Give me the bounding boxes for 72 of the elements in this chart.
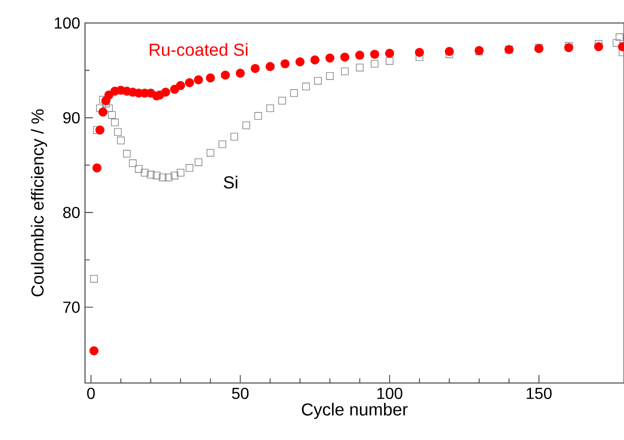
point xyxy=(92,163,102,172)
point xyxy=(152,172,160,180)
y-tick-label: 100 xyxy=(54,17,80,29)
point xyxy=(414,48,424,57)
y-tick-label: 70 xyxy=(63,302,80,313)
point xyxy=(176,80,186,90)
point xyxy=(105,104,113,112)
point xyxy=(612,39,620,47)
point xyxy=(194,75,204,84)
point xyxy=(266,104,274,112)
x-tick-label: 0 xyxy=(87,388,95,400)
point xyxy=(302,82,310,90)
point xyxy=(314,76,322,85)
point xyxy=(278,96,286,104)
point xyxy=(290,89,298,97)
point xyxy=(340,52,350,62)
point xyxy=(326,72,334,80)
point xyxy=(194,158,202,166)
point xyxy=(111,118,119,126)
point xyxy=(310,55,320,64)
point xyxy=(95,126,104,135)
point xyxy=(158,174,166,182)
point xyxy=(444,46,454,56)
point xyxy=(564,43,574,52)
point xyxy=(616,33,624,42)
point xyxy=(236,68,245,78)
point xyxy=(108,111,116,119)
point xyxy=(355,50,364,60)
point xyxy=(325,54,334,63)
point xyxy=(186,164,194,172)
point xyxy=(164,174,172,182)
point xyxy=(370,60,378,68)
point xyxy=(128,159,137,168)
y-axis-title: Coulombic efficiency / % xyxy=(30,109,48,296)
point xyxy=(184,78,194,88)
point xyxy=(206,73,215,82)
point xyxy=(134,165,143,173)
point xyxy=(206,148,214,157)
point xyxy=(161,88,170,97)
x-tick-label: 50 xyxy=(232,388,249,400)
point xyxy=(356,64,364,72)
point xyxy=(385,48,394,58)
y-tick-label: 80 xyxy=(63,206,80,218)
point xyxy=(295,57,305,66)
point xyxy=(280,59,290,68)
point xyxy=(250,64,260,74)
x-axis-title: Cycle number xyxy=(302,402,408,420)
point xyxy=(230,132,238,140)
point xyxy=(123,150,131,158)
point xyxy=(170,172,178,180)
point xyxy=(266,62,275,72)
series-label: Ru-coated Si xyxy=(150,43,248,56)
point xyxy=(254,112,262,120)
y-tick-label: 90 xyxy=(63,112,80,124)
point xyxy=(90,274,98,283)
point xyxy=(146,170,154,178)
x-tick-label: 100 xyxy=(377,388,402,400)
point xyxy=(370,50,380,59)
point xyxy=(386,57,394,65)
point xyxy=(220,70,230,80)
point xyxy=(242,122,250,130)
x-tick-label: 150 xyxy=(526,388,552,400)
point xyxy=(176,168,184,176)
point xyxy=(98,108,108,117)
series-label: Si xyxy=(224,176,238,189)
point xyxy=(114,128,122,136)
point xyxy=(341,68,349,76)
point xyxy=(140,168,149,176)
point xyxy=(594,42,604,52)
point xyxy=(218,140,226,148)
point xyxy=(89,346,98,356)
point xyxy=(117,136,125,144)
